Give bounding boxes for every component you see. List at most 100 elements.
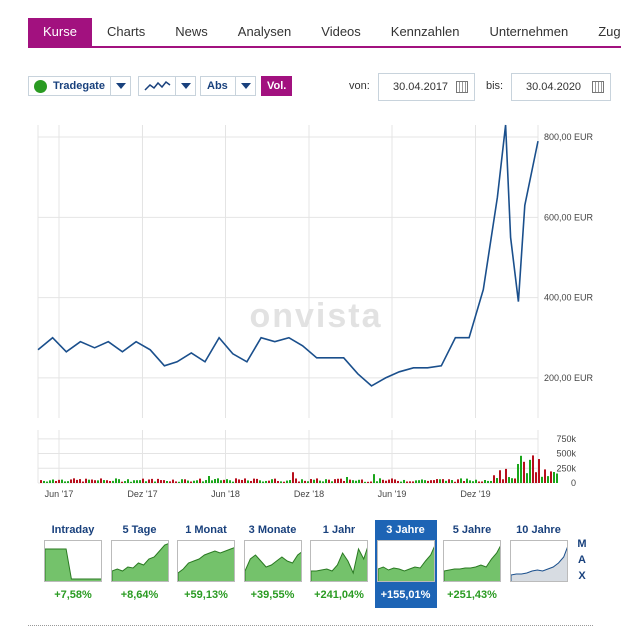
tab-bar: Kurse Charts News Analysen Videos Kennzahlen U… bbox=[28, 18, 621, 48]
volume-bar bbox=[448, 479, 450, 483]
period-label: 5 Tage bbox=[122, 524, 157, 536]
x-tick-label: Jun '17 bbox=[45, 489, 74, 499]
volume-bar bbox=[388, 479, 390, 483]
volume-bar bbox=[310, 479, 312, 483]
volume-bar bbox=[199, 478, 201, 483]
from-date-field[interactable]: 30.04.2017 bbox=[378, 73, 475, 101]
period-change: +155,01% bbox=[380, 589, 431, 601]
volume-bar bbox=[187, 480, 189, 483]
volume-bar bbox=[169, 481, 171, 483]
volume-bar bbox=[94, 480, 96, 483]
volume-bar bbox=[346, 476, 348, 483]
volume-bar bbox=[475, 479, 477, 483]
exchange-status-icon bbox=[34, 79, 47, 93]
volume-bar bbox=[115, 478, 117, 483]
volume-bar bbox=[289, 480, 291, 483]
exchange-select[interactable]: Tradegate bbox=[28, 76, 131, 96]
tab-news[interactable]: News bbox=[175, 24, 208, 39]
volume-bar bbox=[367, 481, 369, 483]
volume-bar bbox=[211, 480, 213, 483]
calendar-icon[interactable] bbox=[456, 81, 468, 93]
volume-bar bbox=[73, 478, 75, 483]
volume-bar bbox=[280, 481, 282, 483]
volume-bar bbox=[109, 480, 111, 483]
volume-bar bbox=[445, 480, 447, 483]
tab-videos[interactable]: Videos bbox=[321, 24, 361, 39]
volume-bar bbox=[331, 481, 333, 483]
volume-bar bbox=[412, 481, 414, 483]
volume-bar bbox=[355, 480, 357, 483]
y-tick-label: 400,00 EUR bbox=[544, 293, 594, 303]
period-3-monate[interactable]: 3 Monate +39,55% bbox=[242, 520, 304, 608]
volume-bar bbox=[547, 476, 549, 483]
period-label: Intraday bbox=[51, 524, 95, 536]
volume-bar bbox=[451, 480, 453, 483]
period-1-jahr[interactable]: 1 Jahr +241,04% bbox=[308, 520, 370, 608]
period-10-jahre[interactable]: 10 Jahre bbox=[508, 520, 570, 608]
scale-select[interactable]: Abs bbox=[200, 76, 256, 96]
volume-bar bbox=[223, 479, 225, 483]
volume-bar bbox=[394, 479, 396, 483]
volume-bar bbox=[274, 478, 276, 483]
chart-type-select[interactable] bbox=[138, 76, 196, 96]
period-5-jahre[interactable]: 5 Jahre +251,43% bbox=[441, 520, 503, 608]
volume-bar bbox=[106, 480, 108, 483]
volume-bar bbox=[58, 479, 60, 483]
calendar-icon[interactable] bbox=[592, 81, 604, 93]
volume-bar bbox=[277, 481, 279, 483]
volume-bar bbox=[385, 480, 387, 483]
period-3-jahre[interactable]: 3 Jahre +155,01% bbox=[374, 520, 437, 608]
volume-bar bbox=[283, 481, 285, 483]
period-label: 1 Jahr bbox=[322, 524, 356, 536]
period-1-monat[interactable]: 1 Monat +59,13% bbox=[175, 520, 237, 608]
volume-bar bbox=[247, 480, 249, 483]
volume-bar bbox=[427, 480, 429, 483]
exchange-label: Tradegate bbox=[53, 80, 105, 92]
volume-bar bbox=[52, 479, 54, 483]
to-date-field[interactable]: 30.04.2020 bbox=[511, 73, 611, 101]
volume-bar bbox=[241, 479, 243, 483]
volume-bar bbox=[424, 480, 426, 483]
volume-bar bbox=[325, 479, 327, 483]
volume-bar bbox=[496, 478, 498, 483]
volume-bar bbox=[406, 481, 408, 483]
volume-bar bbox=[505, 468, 507, 483]
volume-bar bbox=[262, 481, 264, 483]
tab-analysen[interactable]: Analysen bbox=[237, 24, 292, 39]
volume-bar bbox=[250, 480, 252, 483]
scale-label: Abs bbox=[207, 80, 228, 92]
tab-unternehmen[interactable]: Unternehmen bbox=[489, 24, 569, 39]
period-label: 3 Monate bbox=[248, 524, 297, 536]
period-change: +8,64% bbox=[120, 589, 159, 601]
volume-bar bbox=[373, 474, 375, 483]
volume-bar bbox=[499, 470, 501, 483]
volume-bar bbox=[469, 480, 471, 483]
chevron-down-icon bbox=[235, 77, 255, 95]
price-chart[interactable]: onvista 200,00 EUR 400,00 EUR 600,00 EUR 80… bbox=[0, 0, 621, 500]
volume-bar bbox=[457, 479, 459, 483]
volume-bar bbox=[544, 469, 546, 483]
line-chart-icon bbox=[144, 80, 171, 91]
volume-bar bbox=[133, 480, 135, 483]
period-change: +59,13% bbox=[184, 589, 228, 601]
period-thumbnail bbox=[509, 540, 568, 582]
volume-bar bbox=[343, 480, 345, 483]
volume-bar bbox=[112, 480, 114, 483]
period-intraday[interactable]: Intraday +7,58% bbox=[42, 520, 104, 608]
period-5-tage[interactable]: 5 Tage +8,64% bbox=[109, 520, 171, 608]
tab-zugehörig[interactable]: Zugehörig bbox=[598, 24, 621, 39]
volume-bar bbox=[523, 461, 525, 483]
x-tick-label: Dez '18 bbox=[294, 489, 324, 499]
volume-bar bbox=[43, 480, 45, 483]
volume-bar bbox=[130, 481, 132, 483]
from-date-value: 30.04.2017 bbox=[393, 81, 449, 93]
tab-kurse[interactable]: Kurse bbox=[28, 18, 92, 46]
volume-bar bbox=[88, 479, 90, 483]
volume-bar bbox=[259, 480, 261, 483]
volume-toggle-button[interactable]: Vol. bbox=[261, 76, 293, 96]
tab-charts[interactable]: Charts bbox=[106, 24, 146, 39]
volume-bar bbox=[541, 476, 543, 483]
y-tick-label: 800,00 EUR bbox=[544, 132, 594, 142]
tab-kennzahlen[interactable]: Kennzahlen bbox=[390, 24, 460, 39]
